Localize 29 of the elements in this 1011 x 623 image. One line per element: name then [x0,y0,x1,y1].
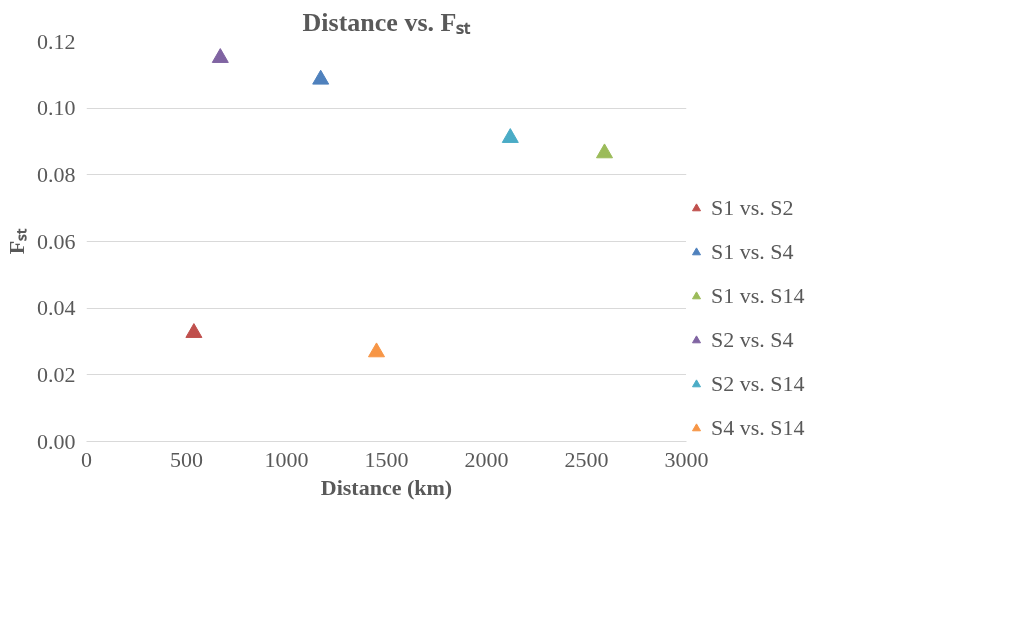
x-tick-label: 1500 [364,446,409,472]
point [501,128,519,143]
y-tick-label: 0.06 [37,228,76,254]
x-axis-title: Distance (km) [320,474,453,500]
legend-label: S2 vs. S4 [711,327,794,353]
chart-title: Distance vs. Fₛₜ [302,7,472,37]
x-tick-label: 0 [81,446,92,472]
x-tick-label: 2500 [564,446,609,472]
point [368,342,385,358]
legend-label: S2 vs. S14 [711,371,805,397]
x-tick-label: 1000 [264,446,309,472]
y-axis-title: Fₛₜ [4,227,29,255]
legend-label: S1 vs. S4 [711,239,794,265]
y-tick-label: 0.12 [37,28,76,54]
y-tick-label: 0.02 [37,361,76,387]
y-tick-label: 0.08 [37,161,76,187]
x-tick-label: 2000 [464,446,509,472]
y-tick-label: 0.04 [37,295,76,321]
legend-label: S1 vs. S14 [711,283,805,309]
point [211,48,229,63]
y-tick-label: 0.00 [37,428,76,454]
x-tick-label: 500 [170,446,203,472]
y-tick-label: 0.10 [37,95,76,121]
legend-label: S1 vs. S2 [711,195,794,221]
point [596,143,613,159]
legend-label: S4 vs. S14 [711,415,805,441]
point [185,323,203,338]
x-tick-label: 3000 [664,446,709,472]
point [312,69,330,85]
